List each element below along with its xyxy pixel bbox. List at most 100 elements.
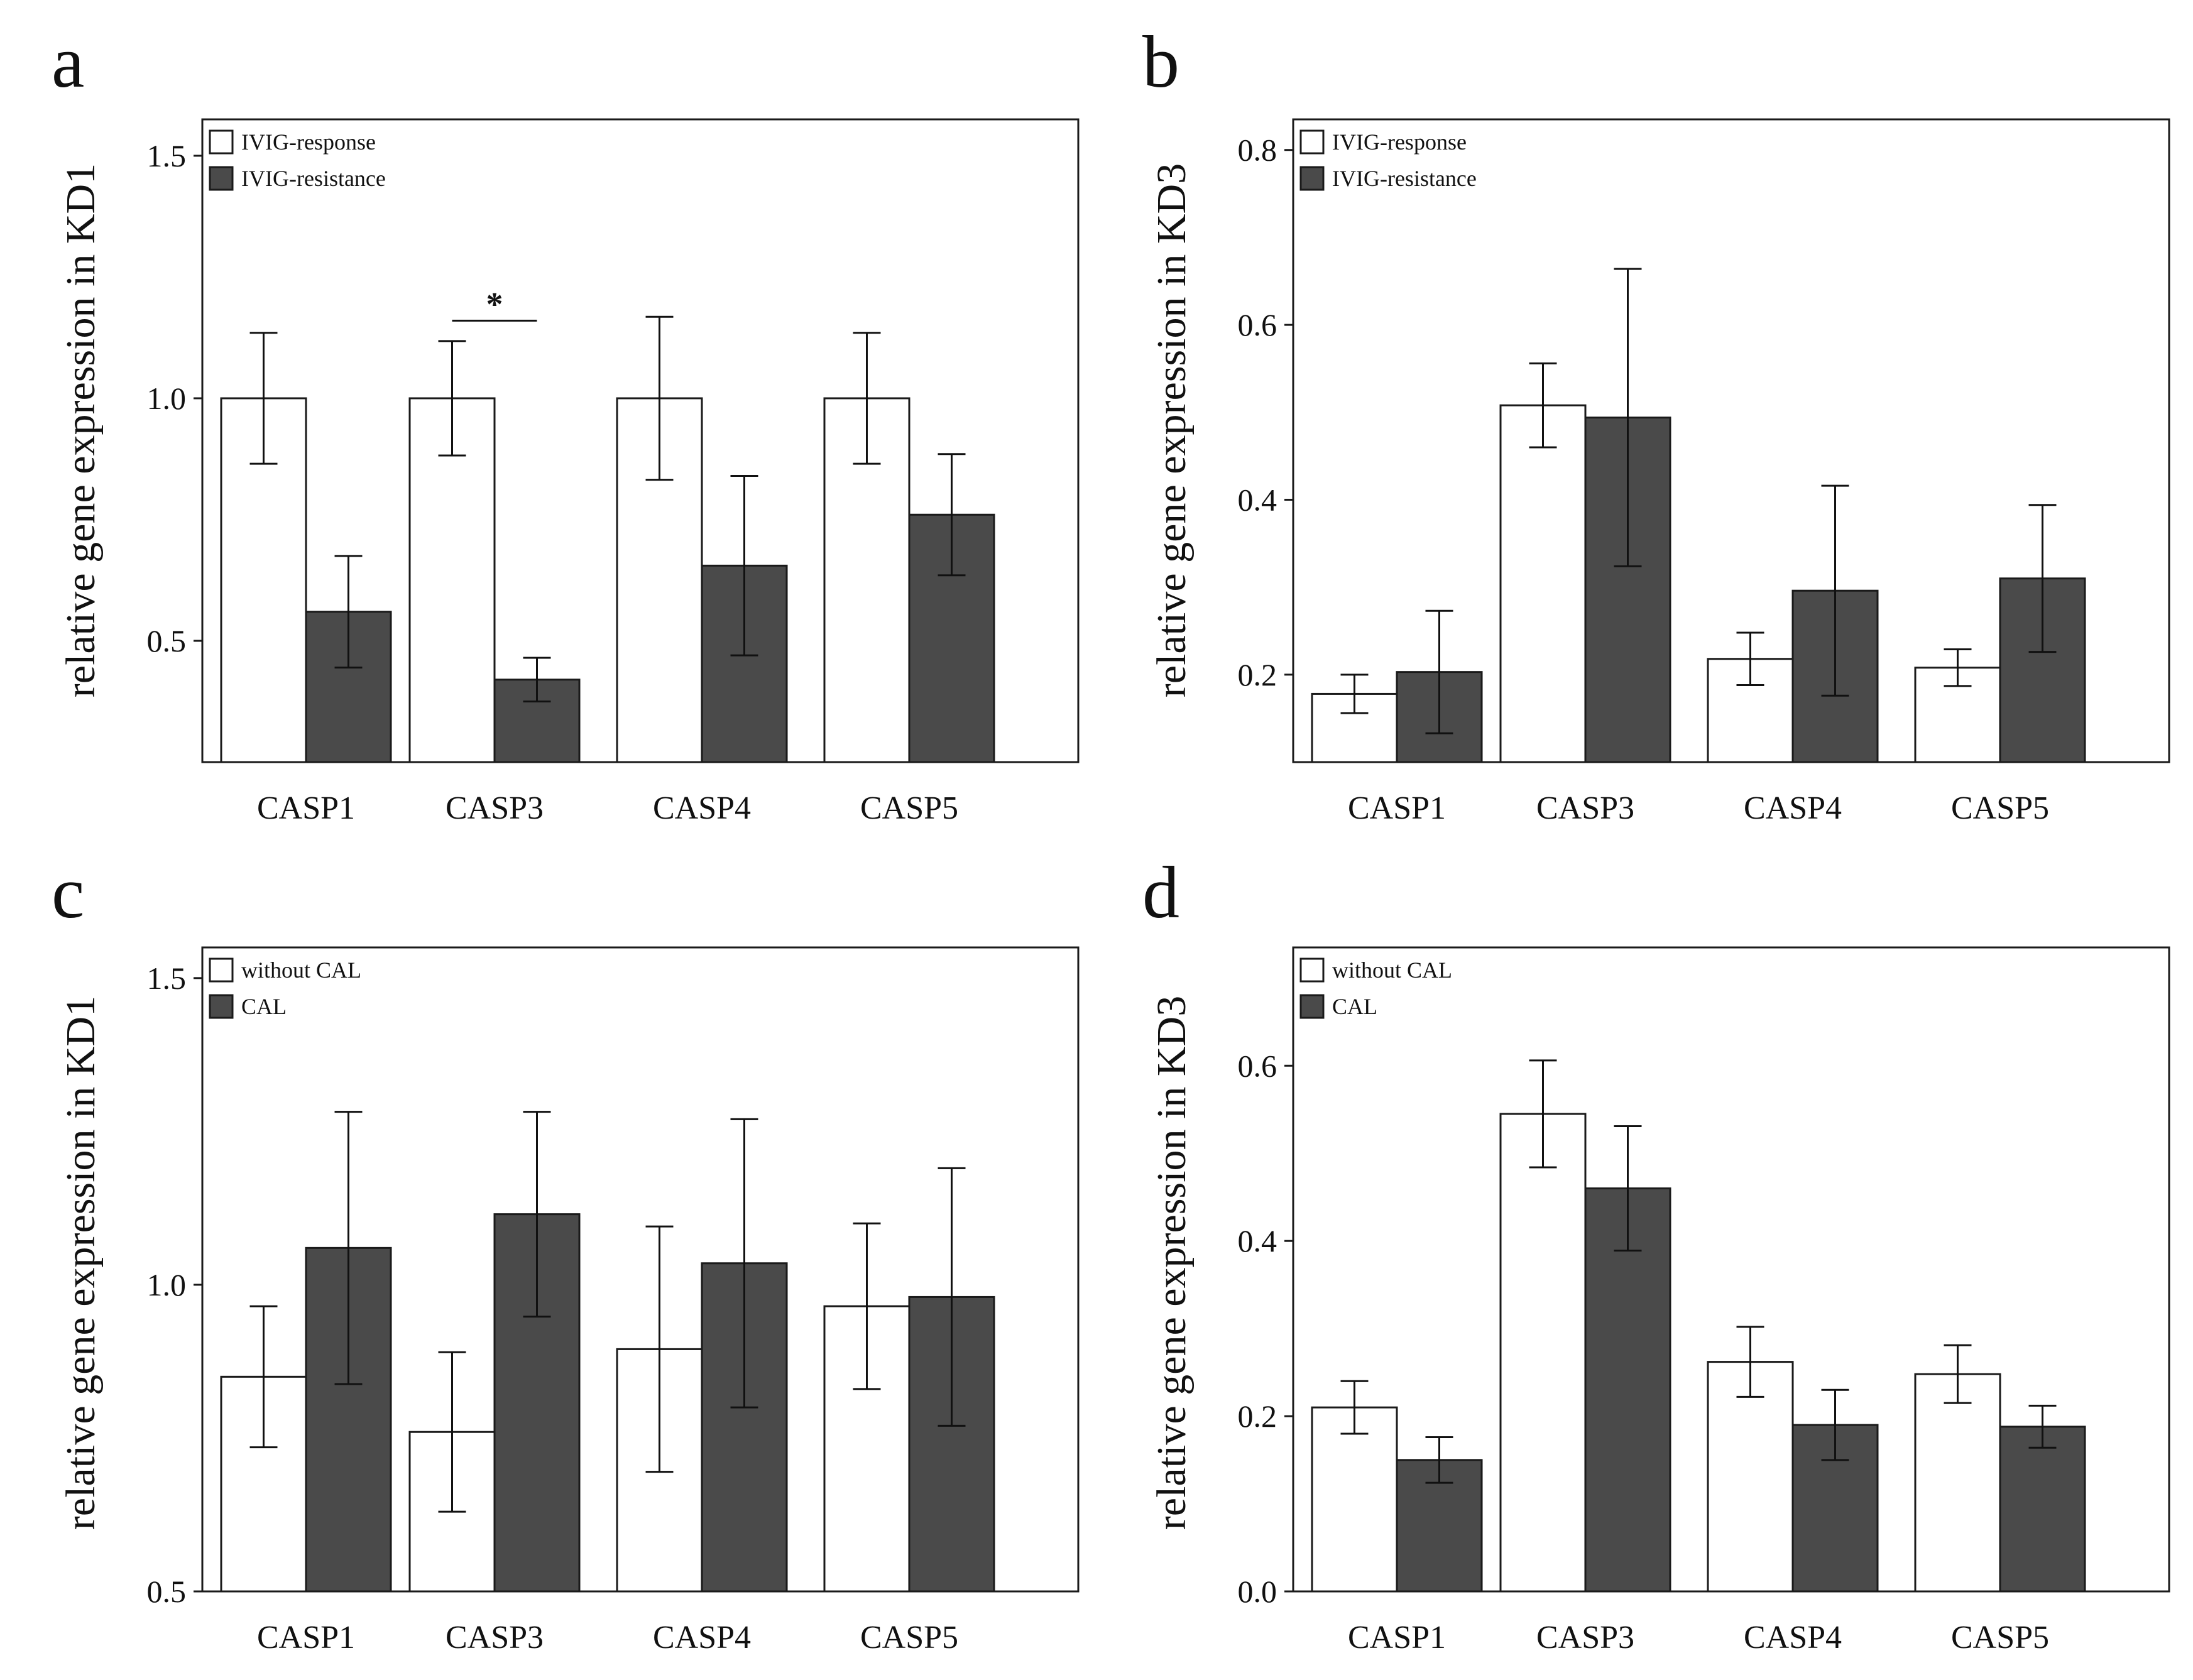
panel-letter: d: [1142, 851, 1179, 934]
legend: without CAL CAL: [1299, 957, 1452, 1019]
y-tick-label: 0.4: [1238, 482, 1277, 517]
bar: [1499, 404, 1587, 763]
panel-c: c relative gene expression in KD1 0.5 1.0…: [52, 851, 1080, 1655]
bar: [1584, 1187, 1671, 1593]
error-bar: [1529, 362, 1557, 449]
error-bar: [1340, 1380, 1369, 1435]
error-bar: [334, 1111, 363, 1385]
panel-a: a relative gene expression in KD1 0.5 1.0…: [52, 21, 1080, 826]
error-bar: [1425, 1436, 1453, 1484]
legend: without CAL CAL: [209, 957, 361, 1019]
y-tick-label: 1.0: [147, 1267, 187, 1302]
panel-d: d relative gene expression in KD3 0.0 0.2…: [1142, 851, 2170, 1655]
y-tick-label: 0.2: [1238, 657, 1277, 692]
x-tick-label: CASP4: [653, 1620, 751, 1655]
legend-swatch: [1299, 957, 1325, 983]
error-bar: [2028, 504, 2057, 653]
bar: [1999, 1426, 2086, 1593]
legend-swatch: [1299, 994, 1325, 1019]
error-bar: [645, 1225, 674, 1473]
y-tick-label: 0.5: [147, 1574, 187, 1609]
y-tick-label: 0.6: [1238, 307, 1277, 342]
x-tick-label: CASP5: [860, 790, 958, 826]
error-bar: [438, 1351, 466, 1513]
error-bar: [1425, 609, 1453, 734]
legend: IVIG-response IVIG-resistance: [1299, 129, 1477, 191]
y-tick-label: 0.6: [1238, 1048, 1277, 1083]
error-bar: [645, 315, 674, 481]
bar: [305, 1246, 392, 1593]
legend-swatch: [209, 129, 234, 155]
legend-label: IVIG-resistance: [241, 166, 386, 191]
plot-area: 0.5 1.0 1.5 CASP1 CASP3 CASP4 CASP5 without CAL…: [147, 946, 1080, 1655]
plot-area: 0.2 0.4 0.6 0.8 CASP1 CASP3 CASP4 CASP5 IVIG-res…: [1238, 118, 2170, 826]
error-bar: [938, 453, 966, 577]
x-tick-label: CASP4: [653, 790, 751, 826]
error-bar: [523, 1111, 551, 1318]
y-axis-label: relative gene expression in KD3: [1149, 163, 1195, 697]
legend-label: without CAL: [1332, 957, 1452, 983]
legend-label: IVIG-response: [241, 129, 376, 155]
y-axis-label: relative gene expression in KD3: [1149, 996, 1195, 1530]
legend-label: CAL: [1332, 994, 1377, 1019]
error-bar: [2028, 1404, 2057, 1449]
plot-area: 0.0 0.2 0.4 0.6 CASP1 CASP3 CASP4 CASP5 without …: [1238, 946, 2170, 1655]
bar: [1914, 1373, 2001, 1593]
y-axis-label: relative gene expression in KD1: [58, 163, 104, 697]
y-tick-label: 0.2: [1238, 1399, 1277, 1434]
legend-label: without CAL: [241, 957, 361, 983]
error-bar: [938, 1167, 966, 1427]
legend-label: CAL: [241, 994, 287, 1019]
error-bar: [438, 340, 466, 457]
legend-swatch: [1299, 166, 1325, 191]
error-bar: [1944, 648, 1972, 687]
y-tick-label: 0.8: [1238, 133, 1277, 168]
error-bar: [1736, 1326, 1764, 1398]
error-bar: [730, 1118, 758, 1409]
x-tick-label: CASP3: [446, 790, 544, 826]
x-tick-label: CASP1: [1348, 790, 1446, 826]
x-tick-label: CASP3: [1536, 1620, 1634, 1655]
y-tick-label: 0.5: [147, 623, 187, 658]
y-tick-label: 0.4: [1238, 1223, 1277, 1258]
panel-letter: b: [1142, 21, 1179, 103]
x-tick-label: CASP5: [1951, 790, 2049, 826]
y-tick-label: 0.0: [1238, 1574, 1277, 1609]
x-tick-label: CASP5: [860, 1620, 958, 1655]
error-bar: [334, 555, 363, 668]
error-bar: [1614, 1125, 1642, 1252]
y-tick-label: 1.0: [147, 381, 187, 416]
x-tick-label: CASP4: [1744, 790, 1842, 826]
error-bar: [730, 474, 758, 657]
panel-letter: c: [52, 851, 84, 934]
bar: [1311, 1406, 1398, 1593]
panel-letter: a: [52, 21, 84, 103]
significance-marker: *: [486, 285, 503, 323]
error-bar: [1736, 631, 1764, 687]
x-tick-label: CASP3: [1536, 790, 1634, 826]
legend: IVIG-response IVIG-resistance: [209, 129, 386, 191]
error-bar: [1340, 674, 1369, 714]
legend-swatch: [1299, 129, 1325, 155]
x-tick-label: CASP1: [257, 1620, 355, 1655]
x-tick-label: CASP5: [1951, 1620, 2049, 1655]
legend-label: IVIG-response: [1332, 129, 1467, 155]
x-tick-label: CASP1: [257, 790, 355, 826]
y-tick-label: 1.5: [147, 961, 187, 996]
panel-b: b relative gene expression in KD3 0.2 0.4…: [1142, 21, 2170, 826]
error-bar: [853, 1222, 881, 1390]
legend-label: IVIG-resistance: [1332, 166, 1477, 191]
plot-area: 0.5 1.0 1.5 CASP1 CASP3 CASP4 CASP5 * IVIG-respo…: [147, 118, 1080, 826]
bar: [408, 397, 496, 763]
error-bar: [1614, 268, 1642, 567]
error-bar: [1944, 1344, 1972, 1404]
legend-swatch: [209, 994, 234, 1019]
error-bar: [853, 332, 881, 465]
legend-swatch: [209, 957, 234, 983]
x-tick-label: CASP1: [1348, 1620, 1446, 1655]
y-tick-label: 1.5: [147, 138, 187, 173]
error-bar: [249, 1305, 278, 1449]
error-bar: [1821, 484, 1849, 697]
y-axis-label: relative gene expression in KD1: [58, 996, 104, 1530]
